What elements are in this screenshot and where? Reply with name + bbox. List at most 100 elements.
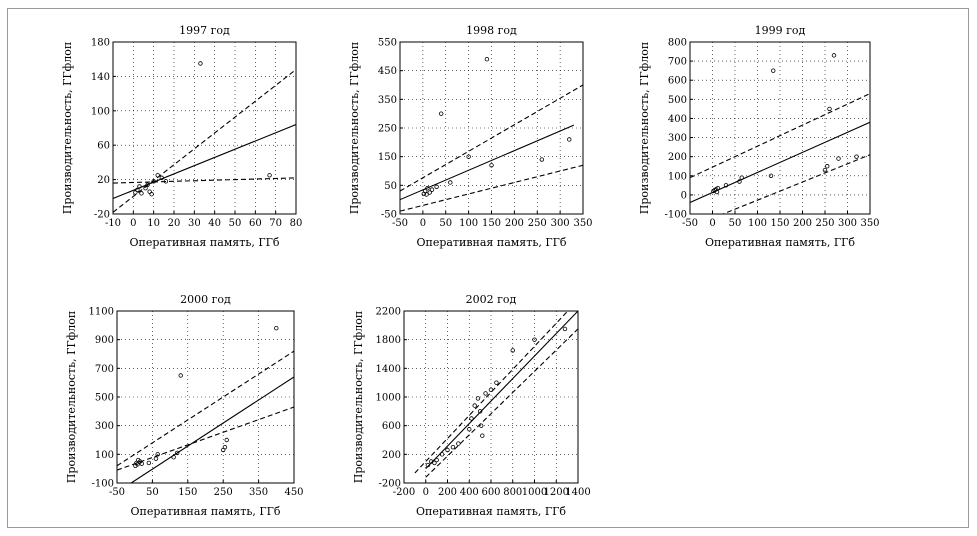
chart-5-data-point (467, 427, 472, 432)
chart-1-lines (113, 69, 296, 213)
chart-1-xtick-label: 80 (290, 218, 303, 229)
chart-3-xtick-label: 100 (748, 218, 767, 229)
chart-5-ytick-label: 600 (382, 421, 401, 432)
chart-3-title: 1999 год (755, 24, 806, 37)
chart-4-title: 2000 год (180, 293, 231, 306)
chart-4-data-point (171, 455, 176, 460)
chart-2-ytick-label: 150 (378, 152, 397, 163)
chart-1-ytick-label: 20 (97, 175, 110, 186)
chart-4-data-point (146, 460, 152, 466)
chart-3-xtick-label: 150 (770, 218, 789, 229)
chart-2-ytick-label: 550 (378, 38, 397, 49)
chart-5-xtick-label: 0 (423, 487, 429, 498)
chart-1-xlabel: Оперативная память, ГГб (129, 236, 279, 249)
chart-1-data-point (149, 192, 154, 197)
chart-3-ytick-label: 700 (668, 57, 687, 68)
chart-panel-3: -50 0 50 100 150 200 250 300 350-100010020030040… (638, 24, 880, 249)
chart-1-xtick-label: -10 (105, 218, 121, 229)
chart-2-ytick-label: 350 (378, 95, 397, 106)
chart-1-xtick-label: 60 (249, 218, 262, 229)
chart-2-data-point (489, 163, 494, 168)
chart-panel-1: -10 0 10 20 30 40 50 60 70 80 -20 20 60 100 140 180 1997… (61, 24, 302, 249)
chart-1-data-point (137, 184, 142, 189)
chart-5-xtick-label: 200 (438, 487, 457, 498)
chart-5-data-point (532, 337, 537, 342)
chart-5-data-point (434, 457, 439, 463)
chart-2-lines (400, 84, 583, 212)
chart-3-data-point (739, 175, 744, 180)
chart-1-data-point (135, 187, 140, 193)
chart-2-xtick-label: 100 (459, 218, 478, 229)
chart-4-ytick-label: -100 (92, 479, 114, 490)
chart-5-data-point (562, 326, 568, 332)
chart-1-plot-frame (112, 41, 297, 215)
chart-2-ylabel: Производительность, ГГфлоп (348, 42, 361, 214)
chart-5-data-point (425, 462, 431, 468)
chart-1-ylabel: Производительность, ГГфлоп (61, 42, 74, 214)
chart-5-data-point (479, 423, 484, 428)
chart-3-ci-lower-line (721, 154, 870, 214)
chart-5-ytick-label: 2200 (376, 307, 401, 318)
chart-5-xtick-label: 600 (481, 487, 500, 498)
chart-5-data-point (472, 403, 477, 408)
chart-3-xtick-label: 300 (838, 218, 857, 229)
chart-3-data-point (771, 68, 776, 73)
chart-5-xtick-label: 1000 (522, 487, 547, 498)
chart-3-plot-frame (689, 41, 871, 215)
chart-2-xtick-label: 150 (482, 218, 501, 229)
chart-1-title: 1997 год (179, 24, 230, 37)
chart-3-xtick-label: 350 (860, 218, 879, 229)
chart-5-title: 2002 год (466, 293, 517, 306)
chart-5-ylabel: Производительность, ГГфлоп (352, 311, 365, 483)
chart-4-ylabel: Производительность, ГГфлоп (65, 311, 78, 483)
chart-4-ytick-label: 700 (95, 364, 114, 375)
chart-5-fit-line (425, 311, 578, 470)
chart-1-ci-upper-line (113, 69, 296, 213)
chart-1-ytick-label: 140 (91, 72, 110, 83)
chart-5-ytick-label: 1400 (376, 364, 401, 375)
chart-5-ytick-label: 1800 (376, 335, 401, 346)
chart-1-xtick-label: 30 (188, 218, 201, 229)
chart-4-ytick-label: 100 (95, 450, 114, 461)
chart-1-data-point (159, 175, 164, 181)
chart-3-data-point (737, 179, 742, 184)
chart-3-ylabel: Производительность, ГГфлоп (638, 42, 651, 214)
chart-2-xtick-label: 50 (439, 218, 452, 229)
chart-2-data-point (424, 192, 429, 197)
chart-2-xtick-label: -50 (392, 218, 408, 229)
chart-4-ytick-label: 500 (95, 393, 114, 404)
chart-5-xtick-label: 1400 (565, 487, 590, 498)
chart-1-ci-lower-line (113, 177, 296, 184)
chart-3-xtick-label: 200 (793, 218, 812, 229)
chart-4-data-point (224, 437, 229, 443)
chart-panel-4: -50 50 150 250 350 450 -100 100 300 500 700 900 1100… (65, 293, 304, 518)
chart-1-data-point (151, 179, 156, 184)
chart-1-xtick-label: 40 (208, 218, 221, 229)
chart-5-data-point (480, 433, 485, 438)
chart-5-data-point (469, 416, 474, 421)
chart-1-ytick-label: 60 (97, 141, 110, 152)
chart-3-data-point (715, 185, 721, 191)
chart-4-ytick-label: 1100 (89, 307, 114, 318)
chart-5-xtick-label: -200 (393, 487, 415, 498)
chart-2-data-point (425, 185, 430, 191)
chart-3-ytick-label: 200 (668, 152, 687, 163)
chart-3-ytick-label: 100 (668, 171, 687, 182)
chart-4-ci-lower-line (117, 406, 294, 471)
chart-3-ytick-label: 0 (681, 190, 687, 201)
chart-4-data-point (178, 373, 183, 378)
chart-2-data-point (484, 57, 490, 62)
chart-3-data-point (723, 183, 729, 188)
chart-2-ytick-label: 450 (378, 66, 397, 77)
chart-4-ytick-label: 300 (95, 421, 114, 432)
chart-5-plot-frame (403, 310, 579, 484)
chart-4-data-point (153, 456, 159, 461)
chart-1-xtick-label: 70 (269, 218, 282, 229)
chart-2-data-point (539, 157, 545, 162)
chart-5-xtick-label: 1200 (544, 487, 569, 498)
chart-5-ytick-label: -200 (379, 479, 401, 490)
chart-1-data-point (198, 61, 203, 66)
chart-1-data-point (163, 179, 169, 184)
chart-3-ytick-label: 600 (668, 76, 687, 87)
chart-5-data-point (456, 441, 461, 446)
